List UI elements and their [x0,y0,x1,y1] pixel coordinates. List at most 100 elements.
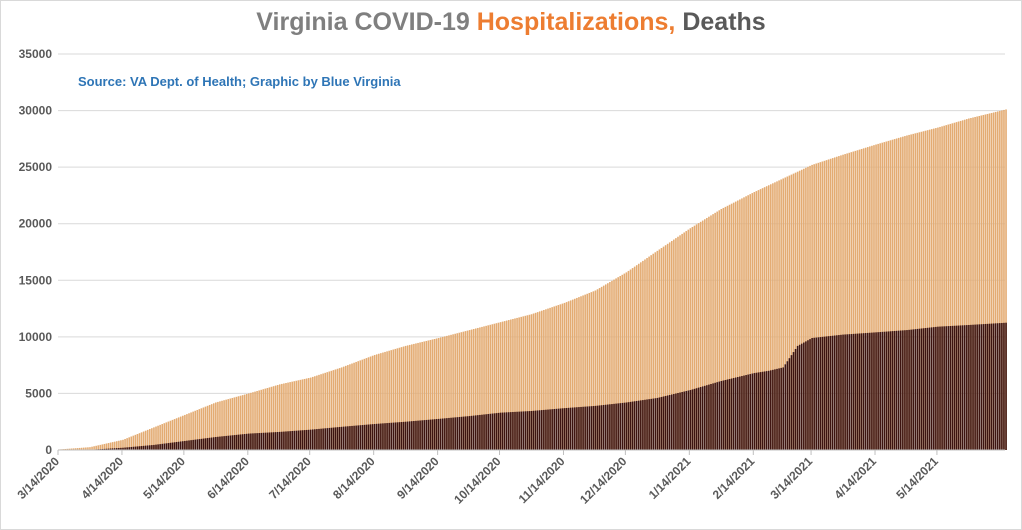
bar [270,432,273,450]
bar [274,432,277,450]
bar [210,437,213,450]
bar [415,343,417,450]
bar [365,424,368,450]
bar [704,385,706,450]
bar [320,374,322,450]
bar [753,373,756,450]
bar [491,324,494,450]
bar [743,197,745,450]
bar [91,446,93,450]
bar [64,448,67,450]
bar [382,423,384,450]
bar [510,412,512,450]
bar [737,200,739,450]
bar [225,399,227,450]
bar [223,436,225,450]
bar [326,428,329,450]
bar [734,377,737,450]
bar [567,301,570,450]
bar [171,442,174,450]
bar [714,212,716,450]
bar [957,121,960,450]
bar [883,142,886,450]
bar [99,444,102,450]
bar [844,334,846,450]
bar [464,331,467,450]
bar [836,156,838,451]
bar [574,298,576,450]
bar [326,372,329,450]
bar [446,418,448,450]
bar [462,331,465,450]
bar [396,348,399,450]
bar [974,324,976,450]
bar [130,436,133,450]
bar [128,437,130,450]
bar [959,120,962,450]
y-tick-label: 15000 [19,273,53,287]
bar [701,220,704,450]
bar [402,346,405,450]
title-part-virginia: Virginia COVID-19 [256,8,477,36]
bar [118,447,120,450]
bar [268,387,271,450]
bar [953,122,956,450]
bar [751,193,754,450]
bar [755,191,758,450]
bar [433,419,436,450]
bar [483,414,485,450]
x-tick-label: 3/14/2020 [14,454,62,502]
bar [914,133,917,450]
bar [782,367,785,450]
bar [314,376,316,450]
bar [772,369,774,450]
bar [126,438,128,450]
bar [120,440,122,450]
bar [741,376,743,450]
bar [875,332,877,450]
bar [514,411,516,450]
bar [879,332,881,450]
bar [994,111,997,450]
bar [258,433,260,450]
bar [943,326,945,450]
bar [767,185,770,450]
bar [955,122,958,451]
bar [155,444,157,450]
bar [262,389,265,450]
bar [520,411,522,450]
bar [505,412,508,450]
bar [675,393,677,450]
bar [955,325,958,450]
bar [949,123,952,451]
bar [792,352,795,450]
bar [241,395,244,450]
bar [530,314,533,450]
bar [650,255,652,450]
bar [807,340,809,450]
bar [697,387,700,450]
bar [359,425,362,450]
bar [425,419,428,450]
bar [208,437,211,450]
bar [340,426,343,450]
bar [753,192,756,450]
bar [959,325,962,450]
bar [512,318,514,450]
bar [367,424,370,450]
bar [260,432,263,450]
bar [930,129,933,450]
bar [206,405,209,450]
bar [883,331,886,450]
bar [856,333,859,450]
bar [103,443,106,450]
bar [813,337,815,450]
bar [961,325,964,450]
bar [584,406,586,450]
bar [149,429,151,450]
bar [144,430,147,450]
bar [411,344,413,450]
bar [697,223,700,450]
bar [281,383,283,450]
bar [460,416,463,450]
